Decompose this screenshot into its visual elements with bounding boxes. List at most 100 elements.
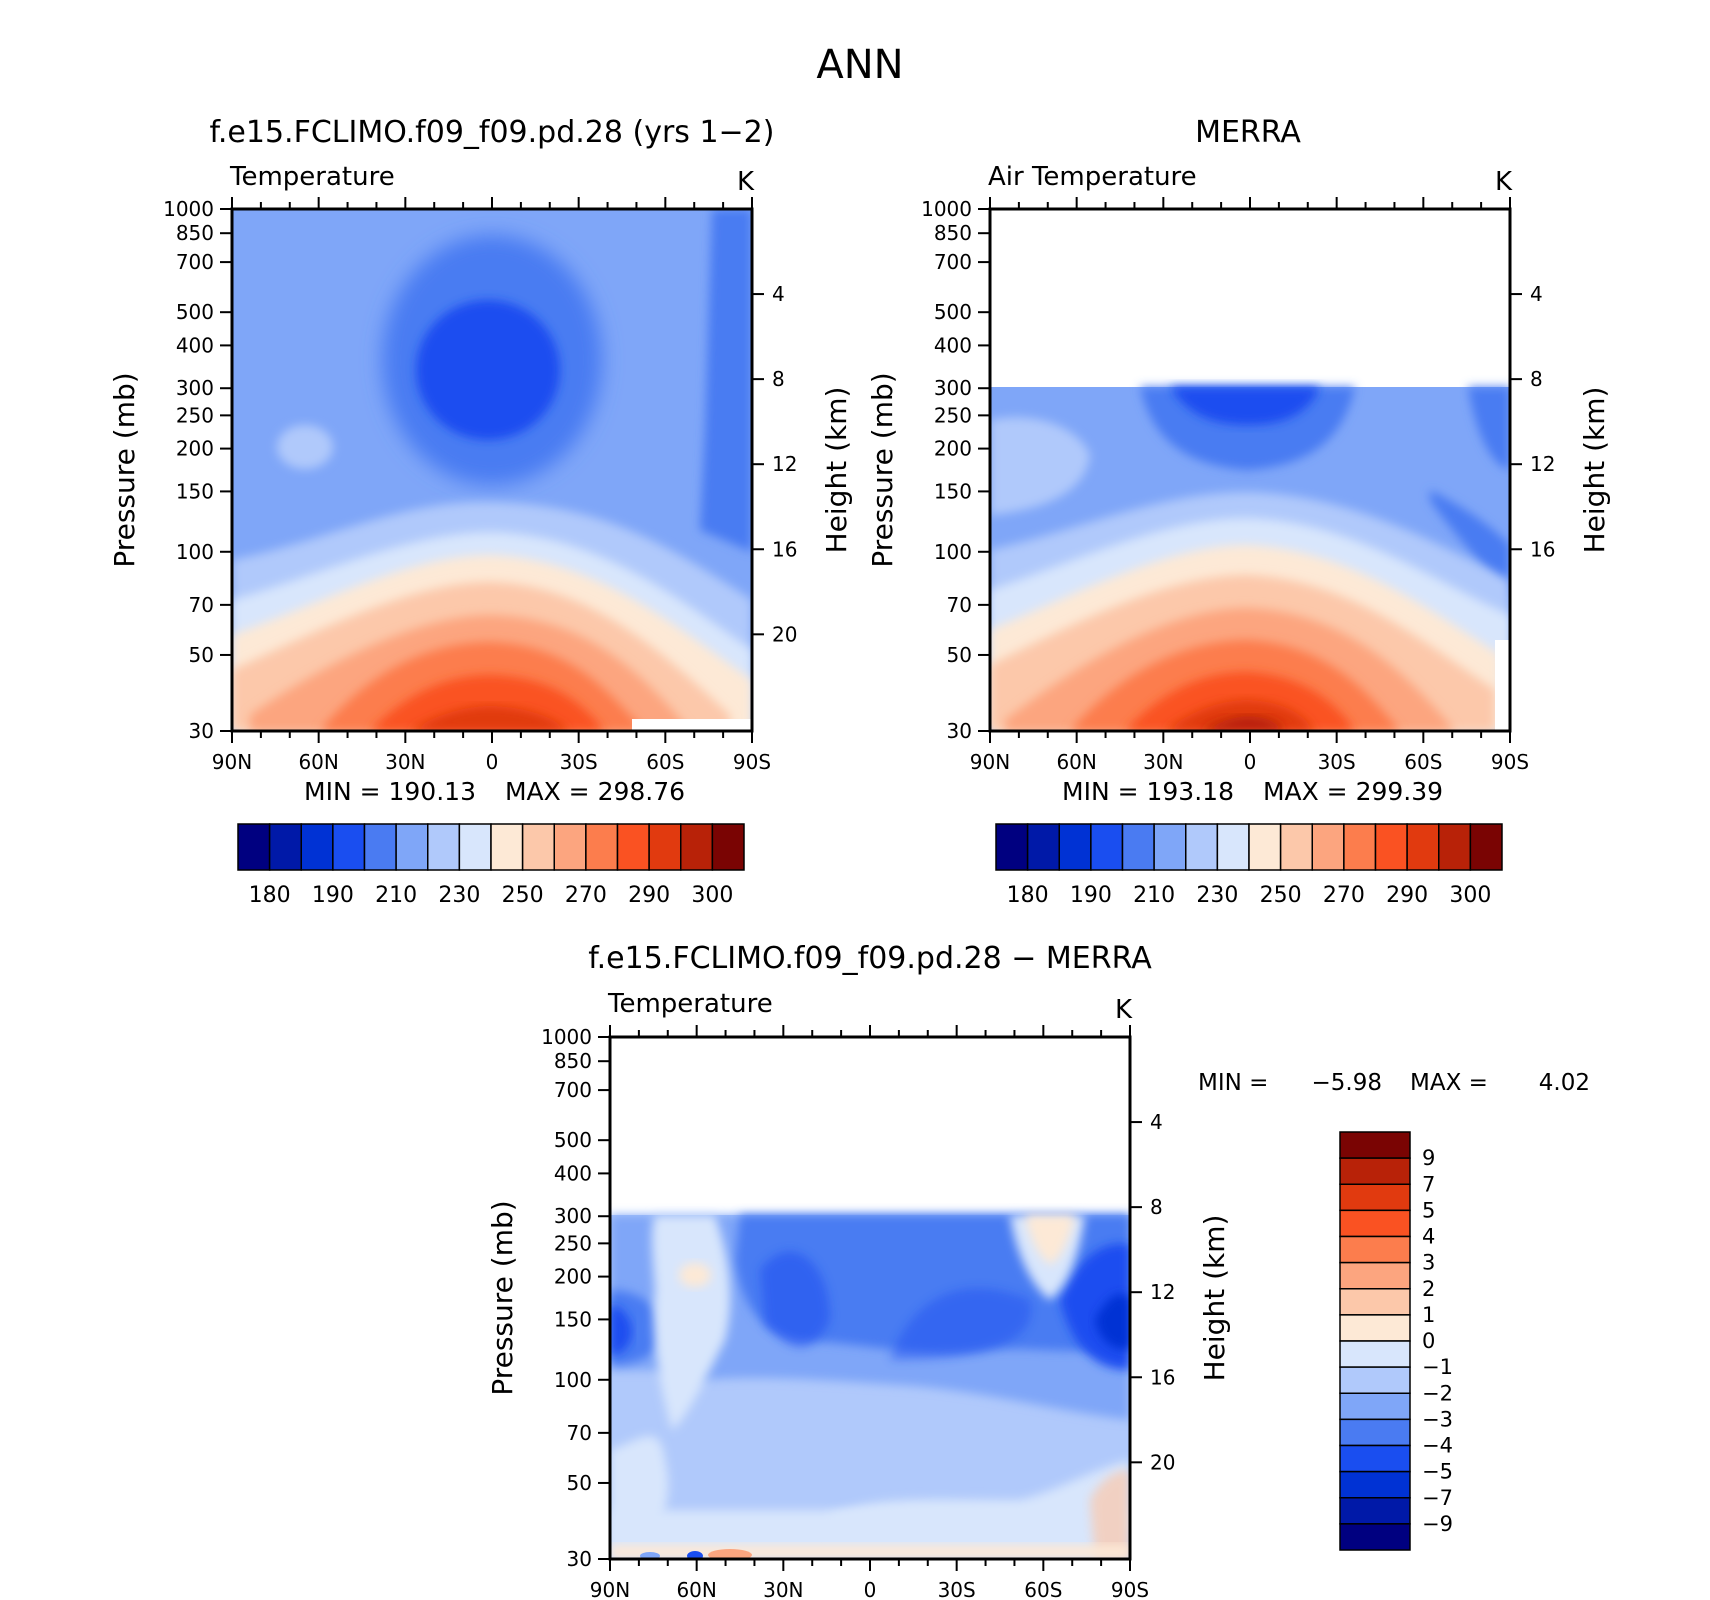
colorbar-label: −5	[1422, 1460, 1453, 1484]
panel-diff-field	[610, 1037, 1130, 1559]
colorbar-box	[1311, 823, 1345, 871]
y-right-tick-label: 8	[1150, 1195, 1163, 1219]
y-right-tick-label: 12	[1150, 1280, 1175, 1304]
x-tick-label: 0	[486, 750, 499, 774]
y-tick-label: 1000	[921, 197, 972, 221]
panel-merra-units: K	[1495, 167, 1513, 197]
y-tick-label: 300	[554, 1204, 592, 1228]
panel-diff-ylabel: Pressure (mb)	[486, 1200, 519, 1395]
colorbar-box	[711, 823, 745, 871]
panel-model-min-label: MIN = 190.13	[304, 777, 476, 806]
y-right-tick-label: 16	[1150, 1365, 1175, 1389]
colorbar-box	[1339, 1340, 1411, 1368]
colorbar-label: 0	[1422, 1329, 1435, 1353]
y-tick-label: 700	[554, 1078, 592, 1102]
colorbar-label: 7	[1422, 1172, 1435, 1196]
x-tick-label: 0	[1244, 750, 1257, 774]
colorbar-box	[1339, 1183, 1411, 1212]
y-tick-label: 400	[554, 1161, 592, 1185]
colorbar-label: 250	[502, 883, 544, 908]
colorbar-label: 9	[1422, 1146, 1435, 1170]
y-right-tick-label: 16	[1530, 537, 1555, 561]
panel-model: f.e15.FCLIMO.f09_f09.pd.28 (yrs 1−2) Tem…	[108, 115, 853, 908]
colorbar-label: 210	[1133, 883, 1175, 908]
panel-diff-variable: Temperature	[607, 989, 773, 1019]
y-tick-label: 50	[189, 643, 214, 667]
y-tick-label: 500	[176, 300, 214, 324]
y-tick-label: 200	[554, 1265, 592, 1289]
y-tick-label: 400	[934, 333, 972, 357]
colorbar-box	[1339, 1288, 1411, 1316]
y-tick-label: 150	[934, 479, 972, 503]
x-tick-label: 30N	[385, 750, 425, 774]
figure-title: ANN	[816, 42, 903, 88]
panel-merra-colorbar: 180 190 210 230 250 270 290 300	[995, 823, 1503, 908]
colorbar-box	[1026, 823, 1060, 871]
colorbar-label: 250	[1260, 883, 1302, 908]
panel-model-title: f.e15.FCLIMO.f09_f09.pd.28 (yrs 1−2)	[210, 115, 775, 150]
panel-model-field	[232, 209, 752, 731]
y-tick-label: 300	[934, 376, 972, 400]
x-tick-label: 90N	[212, 750, 252, 774]
y-tick-label: 700	[934, 250, 972, 274]
colorbar-box	[995, 823, 1029, 871]
colorbar-label: 5	[1422, 1198, 1435, 1222]
colorbar-box	[521, 823, 555, 871]
panel-merra-ylabel-right: Height (km)	[1578, 387, 1611, 554]
colorbar-box	[1339, 1131, 1411, 1159]
y-tick-label: 100	[934, 540, 972, 564]
y-right-tick-label: 20	[772, 622, 797, 646]
colorbar-label: 290	[628, 883, 670, 908]
panel-merra-max-label: MAX = 299.39	[1263, 777, 1443, 806]
colorbar-box	[1339, 1157, 1411, 1185]
colorbar-box	[1058, 823, 1092, 871]
colorbar-label: −2	[1422, 1381, 1453, 1405]
x-tick-label: 60S	[1404, 750, 1442, 774]
y-right-tick-label: 8	[772, 367, 785, 391]
colorbar-box	[1339, 1444, 1411, 1473]
x-tick-label: 30N	[763, 1578, 803, 1600]
y-tick-label: 300	[176, 376, 214, 400]
colorbar-box	[616, 823, 650, 871]
colorbar-label: 4	[1422, 1225, 1435, 1249]
panel-diff-ylabel-right: Height (km)	[1198, 1215, 1231, 1382]
x-tick-label: 60S	[646, 750, 684, 774]
colorbar-label: −3	[1422, 1407, 1453, 1431]
colorbar-label: 270	[565, 883, 607, 908]
colorbar-box	[1339, 1209, 1411, 1238]
y-tick-label: 700	[176, 250, 214, 274]
colorbar-box	[395, 823, 429, 871]
panel-merra-min-label: MIN = 193.18	[1062, 777, 1234, 806]
x-tick-label: 90S	[733, 750, 771, 774]
y-tick-label: 150	[176, 479, 214, 503]
x-tick-label: 0	[864, 1578, 877, 1600]
colorbar-box	[1248, 823, 1282, 871]
y-tick-label: 250	[934, 403, 972, 427]
panel-model-ylabel-right: Height (km)	[820, 387, 853, 554]
colorbar-box	[1339, 1314, 1411, 1342]
panel-diff: f.e15.FCLIMO.f09_f09.pd.28 − MERRA Tempe…	[486, 941, 1590, 1600]
panel-model-variable: Temperature	[229, 162, 395, 192]
colorbar-label: 290	[1386, 883, 1428, 908]
y-tick-label: 1000	[163, 197, 214, 221]
y-tick-label: 850	[176, 221, 214, 245]
colorbar-label: 230	[1196, 883, 1238, 908]
y-tick-label: 70	[189, 593, 214, 617]
y-tick-label: 30	[947, 719, 972, 743]
colorbar-box	[268, 823, 302, 871]
y-right-tick-label: 8	[1530, 367, 1543, 391]
colorbar-label: 270	[1323, 883, 1365, 908]
y-tick-label: 200	[176, 437, 214, 461]
x-tick-label: 30S	[560, 750, 598, 774]
panel-diff-min-label: MIN =	[1198, 1070, 1268, 1096]
colorbar-box	[1339, 1235, 1411, 1264]
x-tick-label: 60S	[1024, 1578, 1062, 1600]
colorbar-label: 2	[1422, 1277, 1435, 1301]
panel-merra: MERRA Air Temperature K	[866, 115, 1611, 908]
colorbar-box	[1185, 823, 1219, 871]
colorbar-label: −1	[1422, 1355, 1453, 1379]
y-tick-label: 150	[554, 1307, 592, 1331]
colorbar-box	[585, 823, 619, 871]
